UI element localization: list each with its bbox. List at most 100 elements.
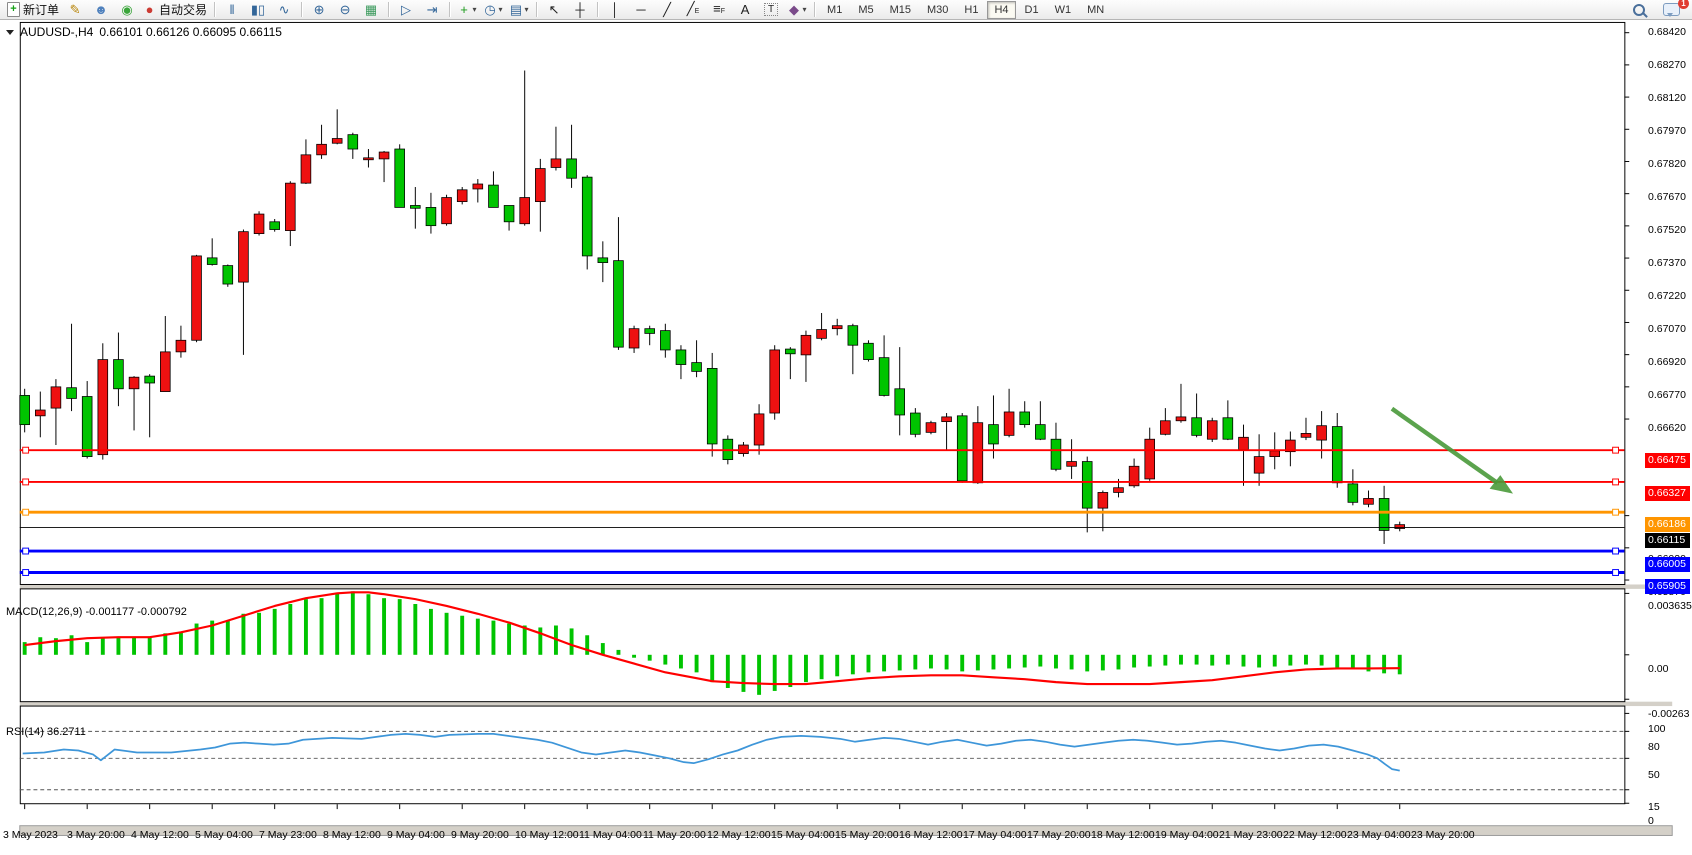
candle[interactable] [519, 70, 530, 226]
candle[interactable] [253, 211, 265, 236]
candle[interactable] [785, 347, 796, 380]
candle[interactable] [550, 126, 562, 171]
shapes-button[interactable]: ◆ ▾ [784, 0, 810, 20]
periods-button[interactable]: ◷ ▾ [480, 0, 506, 20]
timeframe-w1-button[interactable]: W1 [1054, 3, 1072, 16]
timeframe-m5-button[interactable]: M5 [858, 3, 874, 16]
profiles-button[interactable]: ☻ [88, 0, 114, 20]
line-handle[interactable] [1612, 547, 1619, 555]
pane-separator[interactable] [19, 701, 1673, 707]
candle[interactable] [1253, 434, 1265, 486]
candle[interactable] [925, 420, 937, 435]
line-chart-button[interactable]: ∿ [271, 0, 297, 20]
label-button[interactable]: T [758, 0, 784, 20]
candle[interactable] [706, 352, 718, 457]
candle[interactable] [1285, 431, 1296, 467]
templates-button[interactable]: ▤ ▾ [506, 0, 532, 20]
candle[interactable] [144, 374, 155, 438]
pane-separator[interactable] [19, 584, 1673, 589]
candle[interactable] [238, 229, 249, 355]
timeframe-m1-button[interactable]: M1 [827, 3, 843, 16]
candle[interactable] [97, 343, 109, 460]
candle[interactable] [535, 158, 546, 232]
candle[interactable] [363, 149, 374, 168]
candle[interactable] [300, 139, 312, 185]
new-order-button[interactable]: + 新订单 [4, 0, 62, 20]
candle[interactable] [488, 171, 499, 208]
candle[interactable] [660, 323, 671, 358]
candle[interactable] [566, 124, 577, 188]
candle[interactable] [800, 330, 812, 382]
candle[interactable] [331, 109, 343, 145]
candle[interactable] [1128, 458, 1140, 488]
candle[interactable] [644, 325, 655, 346]
candle[interactable] [1222, 400, 1234, 441]
candle[interactable] [425, 192, 437, 234]
candle-chart-button[interactable]: ▮▯ [245, 0, 271, 20]
candle[interactable] [941, 413, 952, 450]
line-handle[interactable] [22, 478, 30, 486]
candle[interactable] [1191, 393, 1202, 438]
candle[interactable] [1160, 408, 1171, 436]
chart-shift-button[interactable]: ⇥ [419, 0, 445, 20]
search-button[interactable] [1626, 0, 1652, 20]
signals-button[interactable]: ◉ [114, 0, 140, 20]
candle[interactable] [456, 187, 468, 205]
candle[interactable] [1066, 439, 1077, 479]
candle[interactable] [1175, 383, 1187, 423]
candle[interactable] [35, 391, 46, 438]
candle[interactable] [160, 316, 171, 392]
candle[interactable] [1081, 456, 1093, 533]
line-handle[interactable] [1612, 569, 1619, 576]
candle[interactable] [956, 413, 968, 483]
candle[interactable] [191, 254, 202, 343]
candle[interactable] [831, 318, 843, 336]
candle[interactable] [50, 379, 62, 446]
fibonacci-button[interactable]: ≡F [706, 0, 732, 20]
timeframe-m15-button[interactable]: M15 [889, 3, 911, 16]
candle[interactable] [269, 219, 280, 232]
line-handle[interactable] [1612, 508, 1619, 516]
timeframe-m30-button[interactable]: M30 [927, 3, 949, 16]
candle[interactable] [988, 395, 999, 459]
candle[interactable] [675, 345, 687, 380]
candle[interactable] [128, 376, 140, 431]
candle[interactable] [378, 150, 390, 183]
horizontal-line-button[interactable]: ─ [628, 0, 654, 20]
timeframe-d1-button[interactable]: D1 [1024, 3, 1039, 16]
candle[interactable] [691, 340, 702, 378]
candle[interactable] [316, 124, 327, 159]
trend-arrow[interactable] [1390, 406, 1499, 485]
candle[interactable] [863, 340, 874, 362]
candle[interactable] [19, 388, 30, 433]
candle[interactable] [347, 132, 359, 159]
candle[interactable] [1238, 424, 1249, 486]
indicators-button[interactable]: + ▾ [454, 0, 480, 20]
zoom-in-button[interactable]: ⊕ [306, 0, 332, 20]
channel-button[interactable]: ╱E [680, 0, 706, 20]
candle[interactable] [175, 325, 187, 358]
line-handle[interactable] [1612, 478, 1619, 486]
line-handle[interactable] [22, 446, 30, 454]
candle[interactable] [753, 404, 765, 455]
candle[interactable] [972, 406, 984, 484]
candle[interactable] [1347, 469, 1359, 506]
candle[interactable] [1378, 485, 1390, 544]
candle[interactable] [878, 335, 890, 397]
candle[interactable] [1035, 401, 1046, 441]
candle[interactable] [81, 381, 93, 459]
candle[interactable] [1144, 427, 1155, 481]
candle[interactable] [1300, 417, 1312, 441]
cursor-button[interactable]: ↖ [541, 0, 567, 20]
timeframe-mn-button[interactable]: MN [1087, 3, 1105, 16]
tile-windows-button[interactable]: ▦ [358, 0, 384, 20]
line-handle[interactable] [22, 508, 30, 516]
line-handle[interactable] [1612, 446, 1619, 454]
vertical-line-button[interactable]: │ [602, 0, 628, 20]
candle[interactable] [206, 238, 218, 266]
candle[interactable] [597, 241, 609, 283]
candle[interactable] [581, 175, 593, 270]
styler-button[interactable]: ✎ [62, 0, 88, 20]
candle[interactable] [503, 205, 515, 231]
auto-scroll-button[interactable]: ▷ [393, 0, 419, 20]
